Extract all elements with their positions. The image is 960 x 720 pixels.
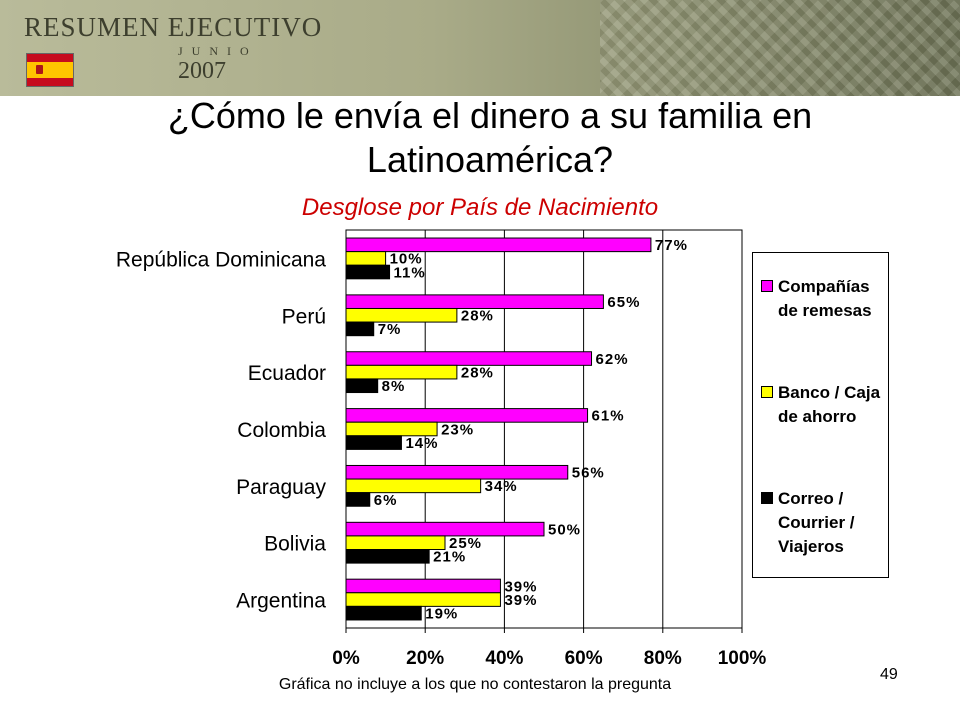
bar	[345, 478, 482, 494]
data-label: 34%	[485, 478, 518, 495]
data-label: 11%	[394, 264, 426, 281]
bar	[345, 307, 458, 323]
x-tick-label: 20%	[406, 648, 444, 669]
report-title: RESUMEN EJECUTIVO	[24, 12, 323, 42]
category-label: Ecuador	[248, 362, 326, 385]
category-label: Colombia	[237, 419, 326, 442]
legend-swatch-banco	[761, 386, 773, 398]
bar	[345, 605, 422, 621]
header-banner: RESUMEN EJECUTIVO JUNIO 2007	[0, 0, 960, 96]
bar	[345, 521, 545, 537]
data-label: 77%	[655, 237, 688, 254]
x-tick-label: 80%	[644, 648, 682, 669]
legend-label-banco: Banco / Caja de ahorro	[778, 383, 881, 426]
bar	[345, 294, 604, 309]
data-label: 62%	[596, 351, 629, 368]
data-label: 23%	[441, 421, 474, 438]
legend-label-remesas: Compañías de remesas	[778, 277, 872, 320]
legend-swatch-remesas	[761, 280, 773, 292]
category-label: República Dominicana	[116, 248, 326, 271]
bar	[345, 251, 387, 266]
x-tick-label: 100%	[718, 648, 767, 669]
bar	[345, 549, 430, 564]
x-tick-label: 60%	[565, 648, 603, 669]
bar	[345, 435, 402, 450]
slide-title: ¿Cómo le envía el dinero a su familia en…	[167, 95, 813, 180]
bar	[345, 351, 593, 366]
category-label: Perú	[282, 305, 326, 328]
flag-emblem-icon	[36, 65, 43, 74]
bar	[345, 408, 589, 423]
bar	[345, 321, 375, 337]
data-label: 39%	[504, 578, 537, 595]
bar	[345, 492, 371, 507]
report-year: 2007	[178, 58, 226, 84]
data-label: 39%	[504, 592, 537, 609]
x-tick-label: 40%	[485, 648, 523, 669]
spain-flag-icon	[26, 53, 74, 87]
data-label: 61%	[592, 408, 625, 425]
data-label: 10%	[390, 251, 423, 268]
report-month: JUNIO	[178, 44, 258, 58]
data-label: 6%	[374, 492, 398, 509]
data-label: 65%	[607, 294, 640, 311]
bar	[345, 378, 379, 394]
bar	[345, 237, 652, 253]
category-label: Argentina	[236, 590, 326, 613]
bar	[345, 264, 391, 280]
bar	[345, 578, 501, 594]
data-label: 28%	[461, 364, 494, 381]
legend-label-correo: Correo / Courrier / Viajeros	[778, 489, 855, 556]
category-label: Paraguay	[236, 476, 326, 499]
world-map-decoration	[600, 0, 960, 96]
chart-legend: Compañías de remesas Banco / Caja de aho…	[752, 252, 889, 578]
category-label: Bolivia	[264, 533, 326, 556]
data-label: 8%	[382, 378, 406, 395]
page-number: 49	[880, 666, 898, 683]
data-label: 50%	[548, 521, 581, 538]
bar	[345, 592, 501, 607]
data-label: 25%	[449, 535, 482, 552]
data-label: 21%	[433, 549, 466, 566]
legend-swatch-correo	[761, 492, 773, 504]
x-tick-label: 0%	[332, 648, 360, 669]
slide-subtitle: Desglose por País de Nacimiento	[301, 194, 659, 221]
bar	[345, 364, 458, 380]
bar	[345, 464, 569, 480]
data-label: 7%	[378, 321, 402, 338]
data-label: 56%	[572, 465, 605, 482]
data-label: 19%	[425, 605, 458, 622]
footnote: Gráfica no incluye a los que no contesta…	[278, 676, 672, 693]
bar	[345, 535, 446, 551]
data-label: 28%	[461, 308, 494, 325]
data-label: 14%	[405, 435, 438, 452]
bar	[345, 421, 438, 437]
